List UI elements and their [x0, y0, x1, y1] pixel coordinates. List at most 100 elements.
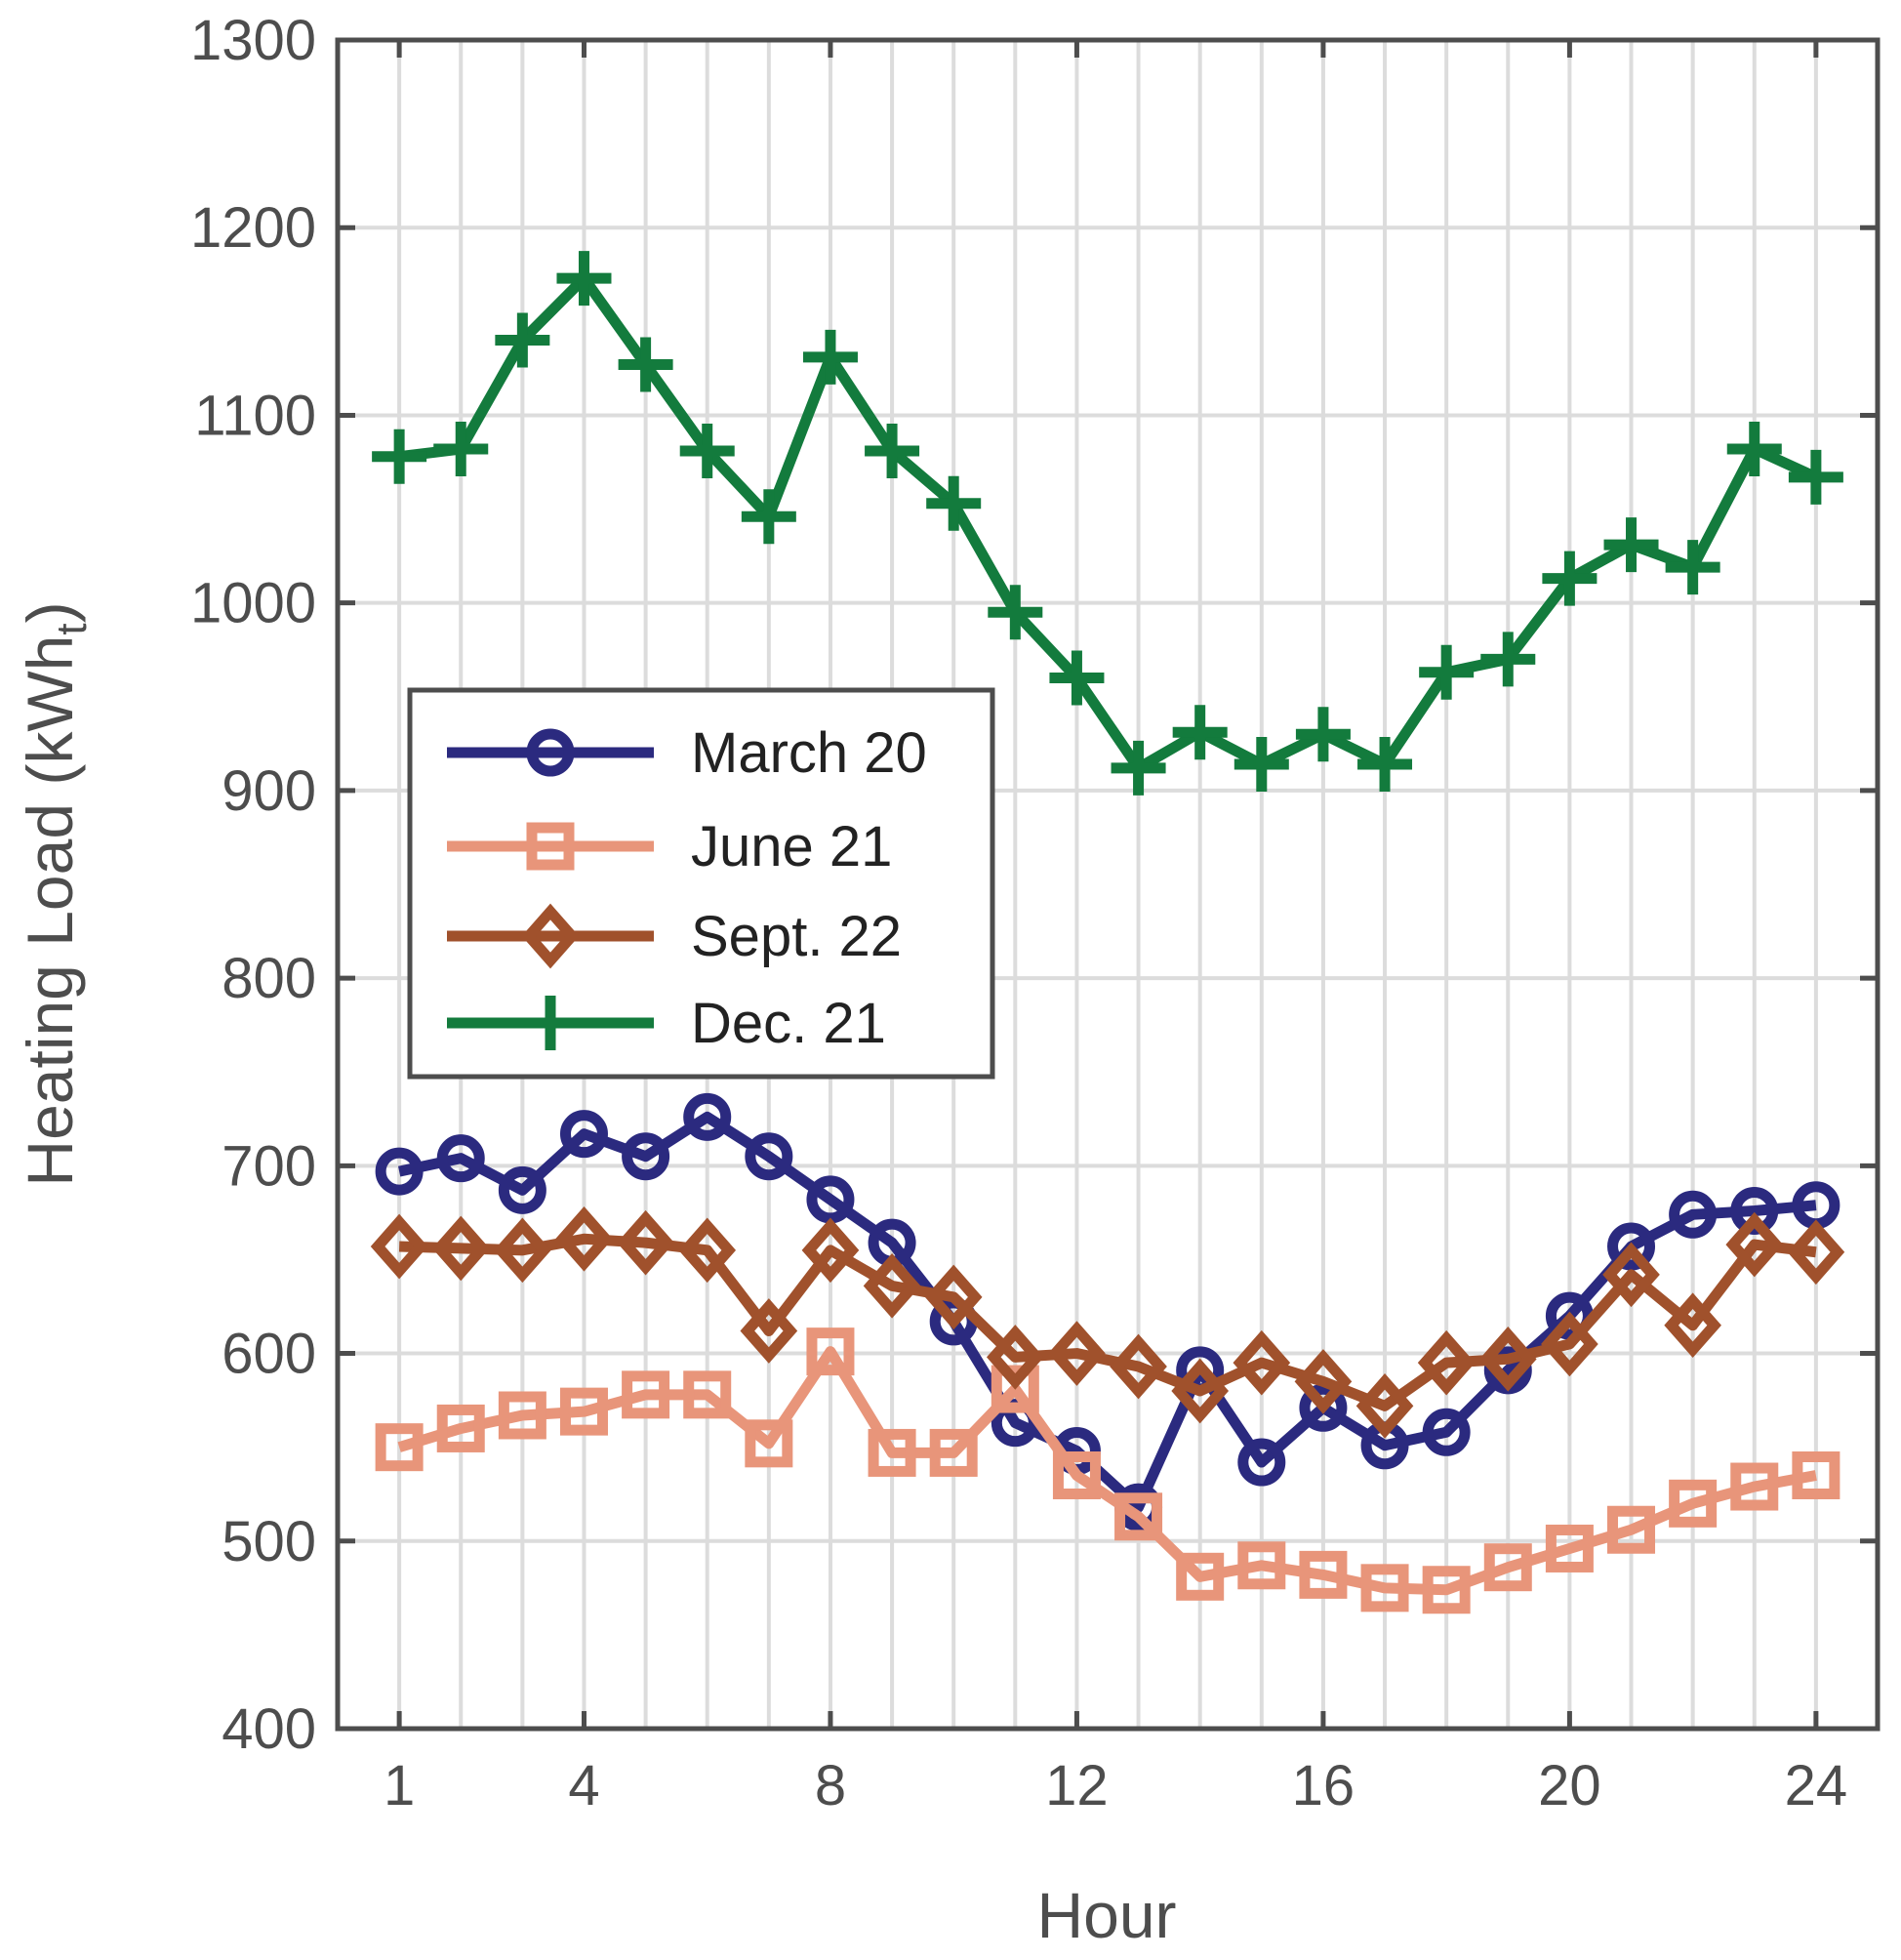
legend-label-1: March 20: [691, 721, 927, 785]
series-2-point-5: [622, 1370, 670, 1419]
series-3-point-12: [1048, 1321, 1106, 1386]
x-tick-label-1: 1: [384, 1754, 415, 1817]
series-1-point-1: [375, 1147, 424, 1196]
x-axis-title: Hour: [1036, 1879, 1176, 1951]
series-3-point-11: [986, 1325, 1044, 1390]
y-axis-title: Heating Load (kWht): [14, 601, 96, 1186]
y-axis-title-close: ): [14, 601, 86, 623]
y-tick-label-3: 600: [222, 1323, 316, 1386]
series-4-point-22: [1665, 540, 1720, 595]
series-4-point-14: [1172, 705, 1228, 760]
y-axis-title-subscript: t: [48, 623, 96, 634]
series-2-point-11: [991, 1365, 1039, 1413]
series-3-point-18: [1417, 1329, 1476, 1396]
series-4-point-24: [1788, 449, 1843, 505]
series-3-point-23: [1725, 1211, 1784, 1278]
series-1-point-3: [498, 1165, 546, 1214]
x-tick-label-6: 20: [1538, 1754, 1601, 1817]
y-tick-label-10: 1300: [190, 9, 316, 72]
series-layer: [370, 251, 1845, 1614]
series-4-point-15: [1234, 736, 1289, 792]
series-4-point-10: [926, 475, 982, 531]
series-3-point-14: [1171, 1358, 1230, 1424]
legend-entry-2: June 21: [447, 815, 892, 878]
series-4-point-18: [1419, 644, 1475, 700]
y-tick-label-8: 1100: [194, 384, 316, 447]
legend-marker-4: [523, 996, 578, 1050]
series-3-point-15: [1233, 1329, 1291, 1396]
series-4-point-21: [1603, 517, 1659, 573]
series-4-point-9: [865, 423, 920, 478]
series-1-point-16: [1299, 1383, 1348, 1432]
y-tick-label-9: 1200: [190, 196, 316, 260]
series-3-point-2: [431, 1215, 490, 1282]
legend-marker-3: [521, 903, 580, 969]
series-2-point-21: [1607, 1505, 1656, 1554]
legend-entry-3: Sept. 22: [447, 903, 902, 969]
series-2-point-3: [498, 1391, 546, 1440]
series-1-point-2: [436, 1134, 485, 1183]
series-2-point-22: [1669, 1479, 1718, 1528]
series-2-point-6: [683, 1370, 732, 1419]
series-3-point-1: [370, 1213, 428, 1280]
series-1-point-4: [559, 1110, 608, 1159]
series-3-point-10: [924, 1264, 983, 1330]
series-2: [375, 1327, 1840, 1614]
legend-label-4: Dec. 21: [691, 992, 886, 1055]
series-2-point-9: [868, 1428, 916, 1477]
series-3-point-3: [494, 1217, 551, 1284]
series-4-point-13: [1111, 740, 1166, 796]
plot-frame: [335, 37, 1881, 1732]
legend: March 20 June 21 Sept. 22 Dec. 21: [407, 687, 995, 1080]
series-3-point-6: [678, 1217, 737, 1284]
y-tick-label-1: 400: [222, 1697, 316, 1761]
series-3-point-5: [617, 1209, 674, 1276]
series-2-point-23: [1730, 1462, 1779, 1511]
series-2-point-13: [1114, 1492, 1163, 1541]
series-4-point-8: [802, 329, 858, 385]
y-tick-label-6: 900: [222, 759, 316, 823]
y-tick-label-5: 800: [222, 947, 316, 1010]
series-4-point-16: [1295, 707, 1351, 762]
series-3-point-9: [863, 1253, 921, 1319]
x-tick-label-7: 24: [1785, 1754, 1848, 1817]
x-tick-label-4: 12: [1045, 1754, 1109, 1817]
series-4-point-5: [618, 337, 673, 392]
legend-label-3: Sept. 22: [691, 905, 902, 968]
series-2-point-17: [1360, 1564, 1409, 1613]
series-line-2: [397, 1346, 1817, 1596]
series-4-point-1: [372, 429, 427, 484]
series-2-point-16: [1299, 1550, 1348, 1599]
series-4-point-3: [495, 312, 550, 368]
y-tick-label-4: 700: [222, 1134, 316, 1198]
series-2-point-4: [559, 1387, 608, 1436]
series-2-point-1: [375, 1423, 424, 1472]
series-1-point-5: [622, 1132, 670, 1181]
series-2-point-20: [1545, 1524, 1594, 1572]
series-2-point-7: [745, 1419, 793, 1468]
series-1-point-6: [683, 1092, 732, 1141]
x-tick-label-2: 4: [568, 1754, 599, 1817]
legend-label-2: June 21: [691, 815, 892, 878]
series-2-point-10: [929, 1428, 978, 1477]
series-2-point-19: [1483, 1543, 1532, 1592]
series-2-point-14: [1176, 1552, 1225, 1601]
series-1-point-22: [1669, 1190, 1718, 1239]
series-1-point-7: [745, 1132, 793, 1181]
series-4-point-7: [741, 489, 796, 545]
axes-layer: 400 500 600 700 800 900 1000 1100 1200 1300 1 4 8 12 1…: [190, 9, 1881, 1817]
series-4-point-2: [433, 422, 489, 477]
series-3-point-20: [1541, 1311, 1598, 1377]
series-4: [372, 251, 1843, 796]
series-3-point-16: [1294, 1349, 1353, 1414]
series-3: [370, 1205, 1845, 1439]
series-4-point-4: [556, 251, 612, 306]
series-3-point-7: [740, 1298, 798, 1364]
series-1-point-21: [1607, 1222, 1656, 1271]
series-3-point-17: [1355, 1373, 1414, 1439]
series-4-point-20: [1542, 551, 1598, 606]
legend-entry-1: March 20: [447, 721, 927, 785]
series-1-point-18: [1422, 1408, 1471, 1456]
